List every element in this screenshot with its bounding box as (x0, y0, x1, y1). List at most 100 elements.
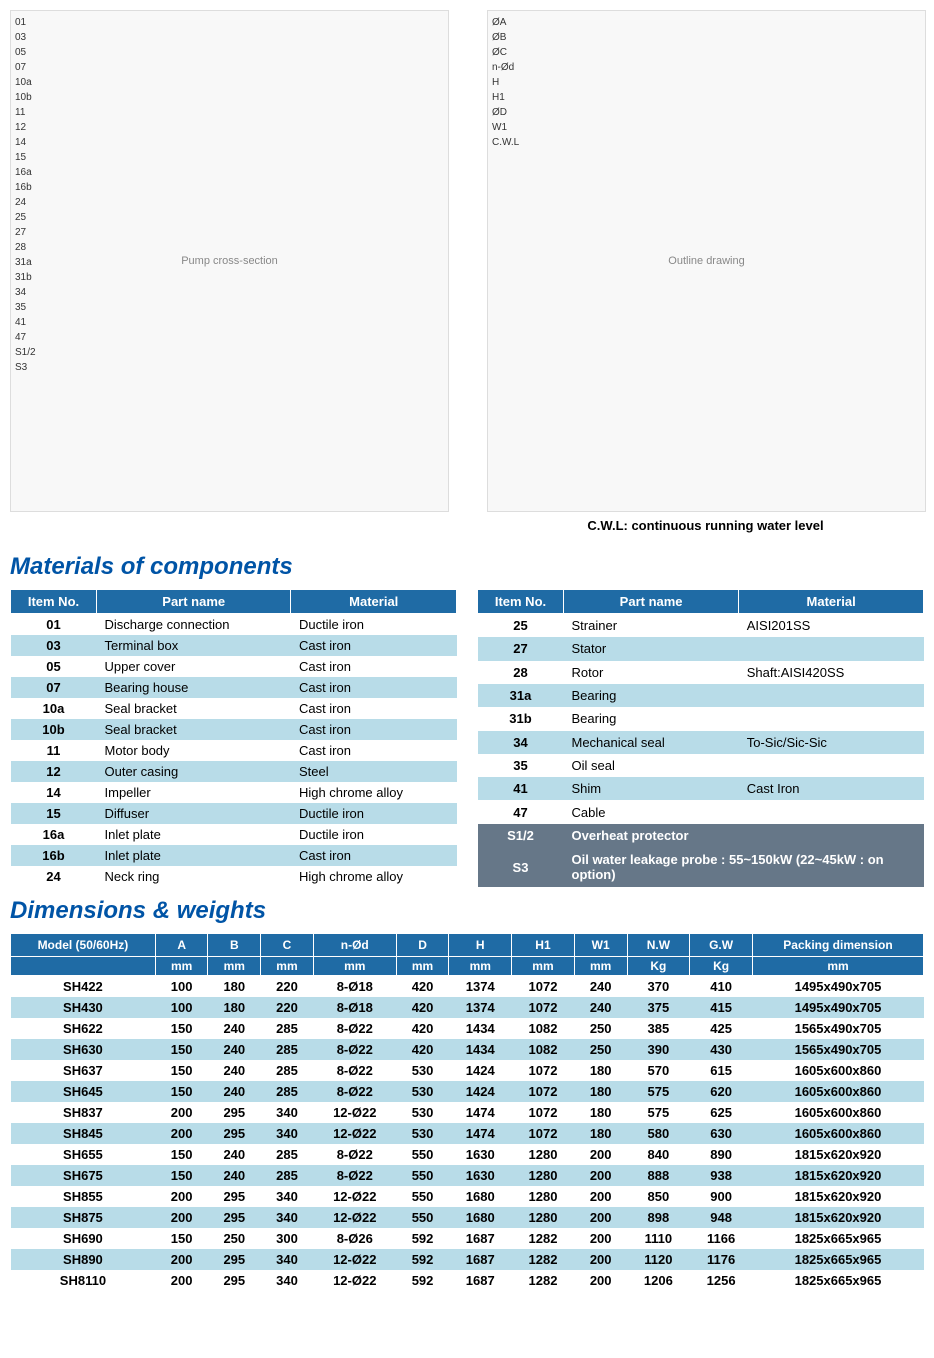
table-row: 14ImpellerHigh chrome alloy (11, 782, 457, 803)
dim-cell: 150 (155, 1039, 208, 1060)
callout: 03 (15, 30, 36, 45)
dim-cell: 592 (396, 1228, 449, 1249)
item-no: 24 (11, 866, 97, 887)
dim-cell: 240 (208, 1039, 261, 1060)
sensor-desc: Oil water leakage probe : 55~150kW (22~4… (564, 847, 924, 887)
dim-cell: 8-Ø18 (313, 997, 396, 1018)
part-name: Bearing house (97, 677, 291, 698)
model-cell: SH630 (11, 1039, 156, 1060)
callout-labels: 0103050710a10b1112141516a16b2425272831a3… (15, 15, 36, 375)
dim-cell: 295 (208, 1123, 261, 1144)
dim-cell: 415 (690, 997, 753, 1018)
item-no: 31b (478, 707, 564, 730)
model-cell: SH845 (11, 1123, 156, 1144)
material: Cast iron (291, 698, 457, 719)
part-name: Inlet plate (97, 845, 291, 866)
material (739, 754, 924, 777)
col-header: Item No. (478, 590, 564, 614)
callout: 07 (15, 60, 36, 75)
table-row: 15DiffuserDuctile iron (11, 803, 457, 824)
dim-cell: 200 (574, 1228, 627, 1249)
dim-cell: 200 (574, 1249, 627, 1270)
model-cell: SH855 (11, 1186, 156, 1207)
part-name: Bearing (564, 707, 739, 730)
table-row: SH87520029534012-Ø2255016801280200898948… (11, 1207, 924, 1228)
diagram-caption: Outline drawing (668, 255, 744, 267)
dim-cell: 1825x665x965 (752, 1270, 923, 1291)
item-no: 12 (11, 761, 97, 782)
dim-cell: 12-Ø22 (313, 1207, 396, 1228)
dim-cell: 285 (261, 1165, 314, 1186)
unit-header: mm (155, 957, 208, 976)
dim-cell: 220 (261, 976, 314, 998)
dim-cell: 575 (627, 1081, 690, 1102)
model-cell: SH875 (11, 1207, 156, 1228)
material: High chrome alloy (291, 866, 457, 887)
item-no: S3 (478, 847, 564, 887)
dim-cell: 240 (208, 1018, 261, 1039)
col-header: Item No. (11, 590, 97, 614)
table-row: SH83720029534012-Ø2253014741072180575625… (11, 1102, 924, 1123)
material: Steel (291, 761, 457, 782)
col-header: C (261, 934, 314, 957)
diagram-caption: Pump cross-section (181, 255, 278, 267)
callout: 10b (15, 90, 36, 105)
model-cell: SH422 (11, 976, 156, 998)
table-row: 11Motor bodyCast iron (11, 740, 457, 761)
part-name: Oil seal (564, 754, 739, 777)
dim-cell: 1374 (449, 976, 512, 998)
model-cell: SH637 (11, 1060, 156, 1081)
dim-cell: 12-Ø22 (313, 1270, 396, 1291)
unit-header: mm (574, 957, 627, 976)
table-row: 31bBearing (478, 707, 924, 730)
cwl-note: C.W.L: continuous running water level (487, 518, 924, 533)
dim-cell: 530 (396, 1102, 449, 1123)
item-no: 28 (478, 661, 564, 684)
item-no: 15 (11, 803, 97, 824)
item-no: 03 (11, 635, 97, 656)
part-name: Shim (564, 777, 739, 800)
callout: 01 (15, 15, 36, 30)
callout: 05 (15, 45, 36, 60)
table-row: 01Discharge connectionDuctile iron (11, 614, 457, 636)
material (739, 637, 924, 660)
col-header: D (396, 934, 449, 957)
dim-cell: 100 (155, 976, 208, 998)
materials-table-left: Item No.Part nameMaterial 01Discharge co… (10, 589, 457, 887)
callout: 31b (15, 270, 36, 285)
model-cell: SH8110 (11, 1270, 156, 1291)
callout: 27 (15, 225, 36, 240)
dim-cell: 615 (690, 1060, 753, 1081)
dim-cell: 530 (396, 1060, 449, 1081)
dim-cell: 1072 (512, 1060, 575, 1081)
dim-cell: 100 (155, 997, 208, 1018)
model-cell: SH622 (11, 1018, 156, 1039)
col-header: B (208, 934, 261, 957)
dim-cell: 200 (155, 1270, 208, 1291)
col-header: Model (50/60Hz) (11, 934, 156, 957)
item-no: 47 (478, 800, 564, 823)
dim-cell: 340 (261, 1123, 314, 1144)
callout: 14 (15, 135, 36, 150)
col-header: Part name (97, 590, 291, 614)
dim-cell: 592 (396, 1270, 449, 1291)
dim-cell: 295 (208, 1186, 261, 1207)
item-no: 14 (11, 782, 97, 803)
unit-header: mm (449, 957, 512, 976)
dim-cell: 295 (208, 1249, 261, 1270)
dim-label: n-Ød (492, 60, 519, 75)
item-no: 25 (478, 614, 564, 638)
dim-cell: 625 (690, 1102, 753, 1123)
dim-cell: 1687 (449, 1228, 512, 1249)
dim-cell: 150 (155, 1165, 208, 1186)
dim-label: C.W.L (492, 135, 519, 150)
dim-cell: 150 (155, 1228, 208, 1249)
dim-cell: 1630 (449, 1165, 512, 1186)
dim-cell: 1605x600x860 (752, 1102, 923, 1123)
col-header: A (155, 934, 208, 957)
dim-cell: 1565x490x705 (752, 1018, 923, 1039)
item-no: 07 (11, 677, 97, 698)
item-no: S1/2 (478, 824, 564, 847)
dim-cell: 1072 (512, 997, 575, 1018)
part-name: Rotor (564, 661, 739, 684)
